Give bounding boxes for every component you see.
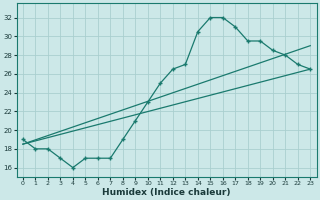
X-axis label: Humidex (Indice chaleur): Humidex (Indice chaleur): [102, 188, 231, 197]
